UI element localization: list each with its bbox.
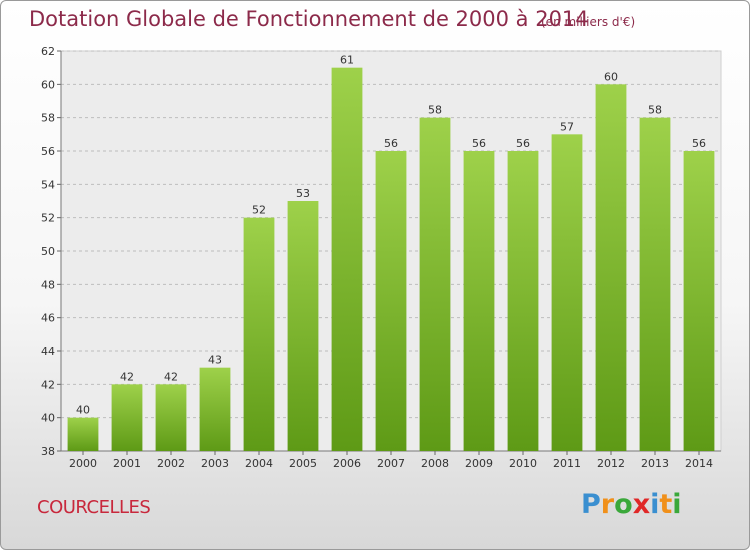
logo-letter: r [600, 489, 615, 520]
x-tick-label: 2006 [333, 457, 361, 470]
bar-value-label: 43 [208, 354, 222, 367]
x-tick-label: 2005 [289, 457, 317, 470]
bar-2011 [551, 134, 583, 452]
y-tick-label: 56 [41, 145, 55, 158]
y-tick-label: 62 [41, 45, 55, 58]
x-tick-label: 2013 [641, 457, 669, 470]
bar-2005 [287, 201, 319, 451]
logo-letter: o [614, 489, 633, 520]
bar-2009 [463, 151, 495, 451]
bar-2002 [155, 384, 187, 451]
bar-2008 [419, 117, 451, 452]
bar-2012 [595, 84, 627, 451]
x-tick-label: 2010 [509, 457, 537, 470]
x-tick-label: 2012 [597, 457, 625, 470]
x-tick-label: 2008 [421, 457, 449, 470]
logo-letter: x [632, 489, 651, 520]
logo-letter: P [581, 489, 601, 520]
chart-subtitle: (en milliers d'€) [541, 15, 636, 29]
x-tick-label: 2009 [465, 457, 493, 470]
bar-2004 [243, 217, 275, 451]
logo-letter: t [659, 489, 673, 520]
x-tick-label: 2002 [157, 457, 185, 470]
bar-2007 [375, 151, 407, 451]
bar-2003 [199, 367, 231, 451]
bar-value-label: 60 [604, 70, 618, 83]
y-tick-label: 52 [41, 212, 55, 225]
y-tick-label: 50 [41, 245, 55, 258]
bar-value-label: 40 [76, 404, 90, 417]
x-tick-label: 2001 [113, 457, 141, 470]
bar-value-label: 56 [384, 137, 398, 150]
proxiti-logo: Proxiti [581, 489, 682, 520]
y-tick-label: 48 [41, 278, 55, 291]
y-tick-label: 40 [41, 412, 55, 425]
bar-value-label: 56 [516, 137, 530, 150]
x-tick-label: 2003 [201, 457, 229, 470]
y-tick-label: 46 [41, 312, 55, 325]
bar-2014 [683, 151, 715, 451]
x-tick-label: 2000 [69, 457, 97, 470]
x-tick-label: 2011 [553, 457, 581, 470]
bar-value-label: 42 [120, 370, 134, 383]
bar-2013 [639, 117, 671, 452]
bar-2010 [507, 151, 539, 451]
bar-value-label: 56 [472, 137, 486, 150]
y-tick-label: 60 [41, 78, 55, 91]
bar-2006 [331, 67, 363, 452]
bar-value-label: 56 [692, 137, 706, 150]
x-tick-label: 2014 [685, 457, 713, 470]
y-tick-label: 54 [41, 178, 55, 191]
bar-value-label: 52 [252, 204, 266, 217]
x-tick-label: 2004 [245, 457, 273, 470]
bar-value-label: 58 [648, 104, 662, 117]
bar-value-label: 57 [560, 120, 574, 133]
bar-value-label: 53 [296, 187, 310, 200]
y-tick-label: 42 [41, 378, 55, 391]
bar-value-label: 58 [428, 104, 442, 117]
bar-value-label: 61 [340, 54, 354, 67]
y-tick-label: 44 [41, 345, 55, 358]
y-tick-label: 58 [41, 112, 55, 125]
logo-letter: i [672, 489, 682, 520]
chart-title: Dotation Globale de Fonctionnement de 20… [29, 7, 589, 31]
commune-name: COURCELLES [37, 497, 151, 518]
x-tick-label: 2007 [377, 457, 405, 470]
y-tick-label: 38 [41, 445, 55, 458]
logo-letter: i [650, 489, 660, 520]
bar-2000 [67, 417, 99, 451]
bar-2001 [111, 384, 143, 451]
bar-value-label: 42 [164, 370, 178, 383]
